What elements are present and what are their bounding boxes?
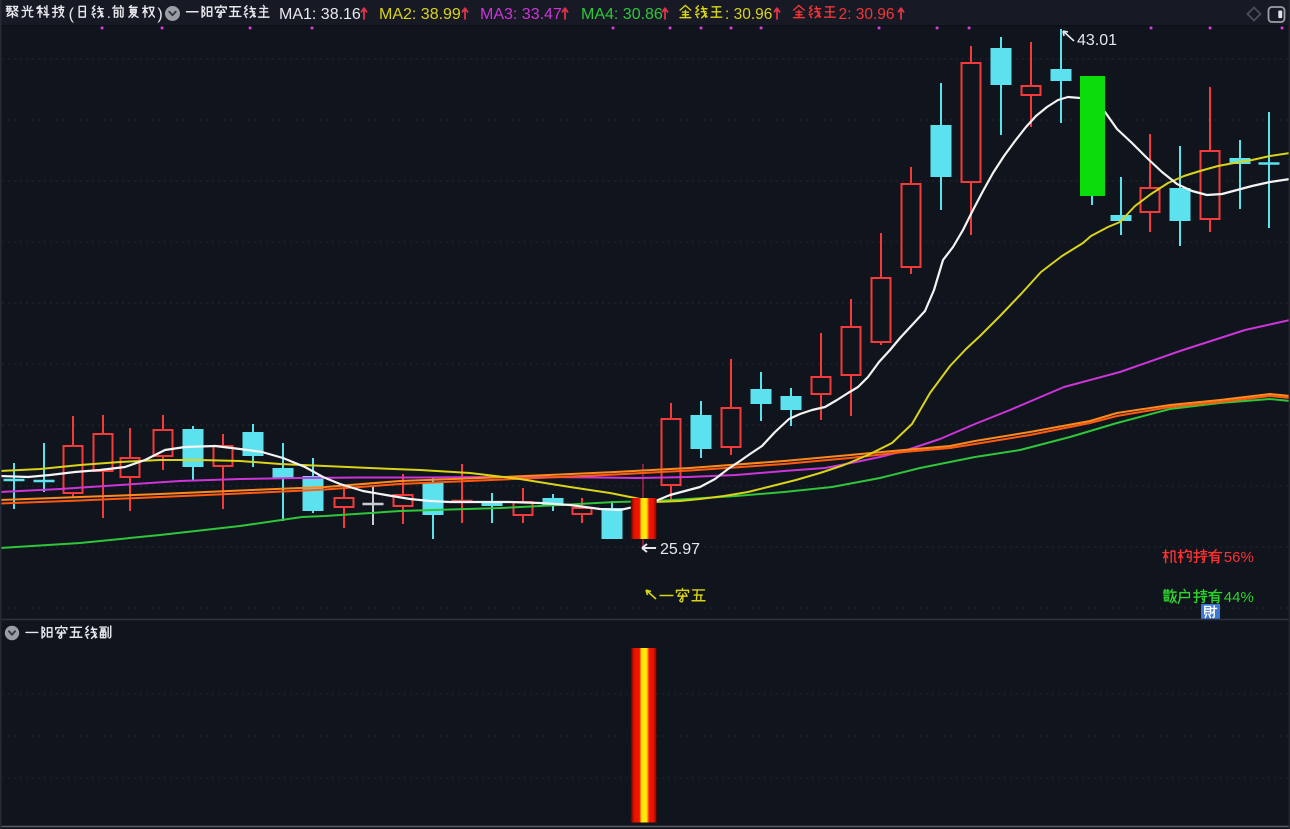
svg-text:.: . xyxy=(107,5,111,22)
svg-text:25.97: 25.97 xyxy=(660,541,700,558)
svg-text:2: 30.96: 2: 30.96 xyxy=(839,6,895,23)
svg-text:56%: 56% xyxy=(1224,549,1254,566)
svg-text:(: ( xyxy=(69,6,75,23)
svg-text:): ) xyxy=(157,6,162,23)
svg-text:MA1: 38.16: MA1: 38.16 xyxy=(279,6,361,23)
svg-text:MA2: 38.99: MA2: 38.99 xyxy=(379,6,461,23)
svg-text:: 30.96: : 30.96 xyxy=(725,6,772,23)
svg-text:44%: 44% xyxy=(1224,589,1254,606)
svg-text:MA3: 33.47: MA3: 33.47 xyxy=(480,6,562,23)
svg-text:43.01: 43.01 xyxy=(1077,32,1117,49)
svg-text:MA4: 30.86: MA4: 30.86 xyxy=(581,6,663,23)
